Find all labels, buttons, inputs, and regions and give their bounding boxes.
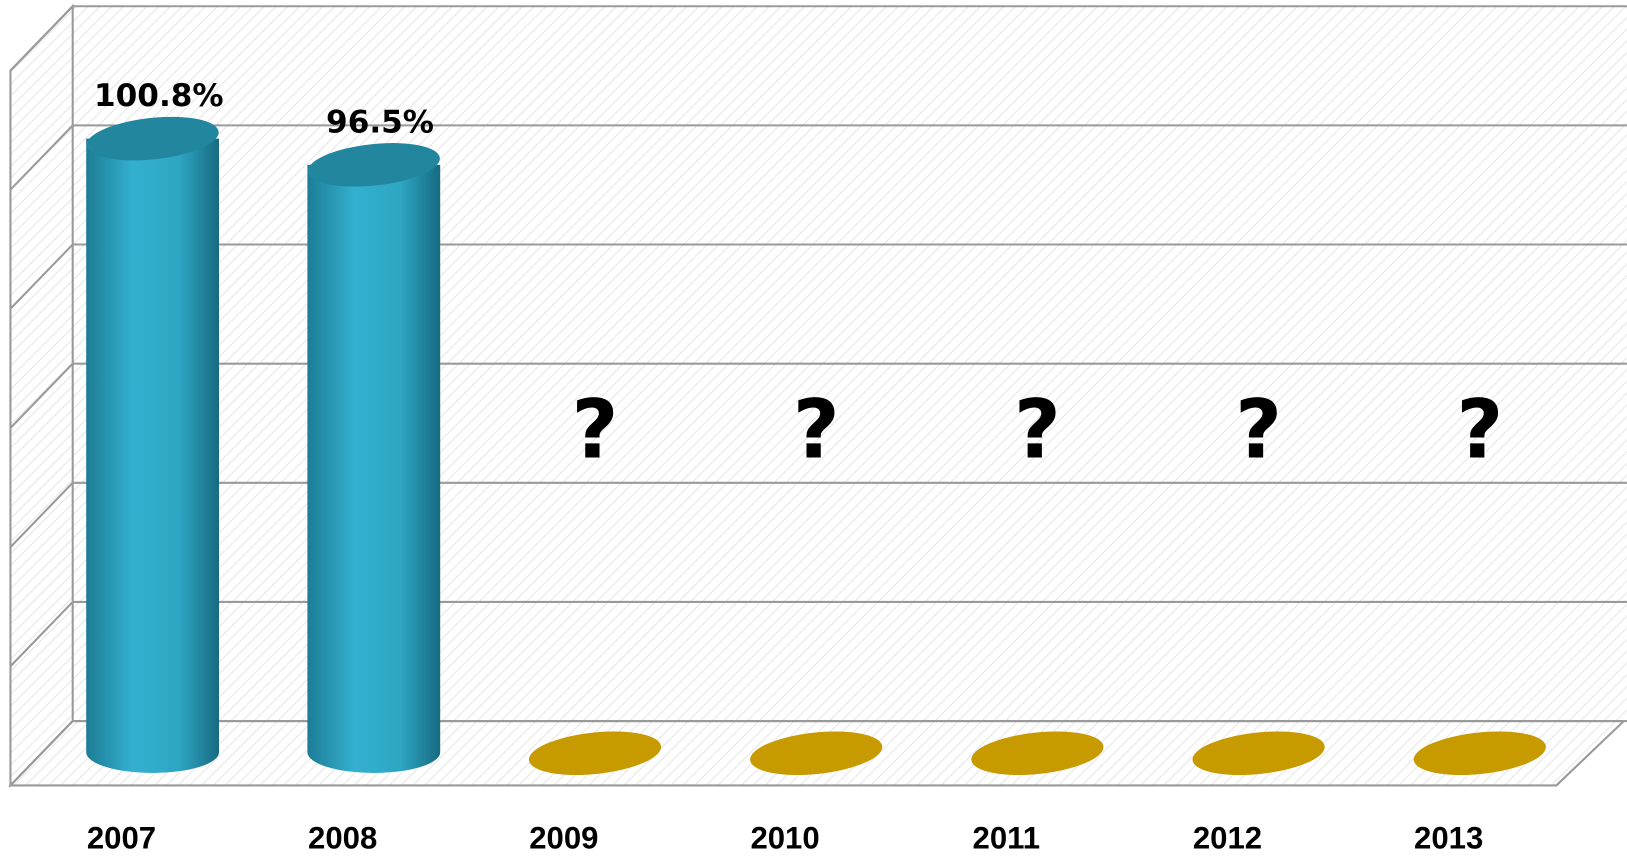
grid-line: [9, 362, 1627, 429]
empty-base: [1192, 731, 1325, 776]
x-tick-label: 2012: [1193, 821, 1262, 856]
cylinder-top: [86, 116, 219, 161]
x-tick-label: 2007: [87, 821, 156, 856]
value-label: 96.5%: [326, 104, 434, 140]
x-tick-label: 2011: [973, 821, 1040, 856]
grid-line: [9, 481, 1627, 548]
cylinder: [86, 116, 219, 773]
cylinder: [307, 143, 441, 773]
empty-base: [528, 731, 662, 776]
empty-base: [1413, 731, 1546, 776]
value-label: ?: [572, 384, 619, 478]
value-label: ?: [793, 384, 840, 478]
x-tick-label: 2009: [529, 821, 598, 856]
grid-line: [9, 5, 1627, 72]
grid-line: [9, 720, 1627, 787]
empty-base: [971, 731, 1104, 776]
grid-line: [9, 124, 1627, 191]
value-label: 100.8%: [94, 78, 224, 114]
x-tick-label: 2010: [750, 821, 819, 856]
cylinder-body: [307, 164, 441, 773]
value-label: ?: [1235, 384, 1282, 478]
empty-base: [750, 731, 883, 776]
x-tick-label: 2008: [308, 821, 377, 856]
value-label: ?: [1014, 384, 1061, 478]
value-label: ?: [1456, 384, 1503, 478]
grid-line: [9, 243, 1627, 310]
x-tick-label: 2013: [1414, 821, 1483, 856]
cylinder-top: [307, 143, 440, 187]
cylinder-body: [86, 138, 219, 773]
grid-line: [9, 600, 1627, 667]
